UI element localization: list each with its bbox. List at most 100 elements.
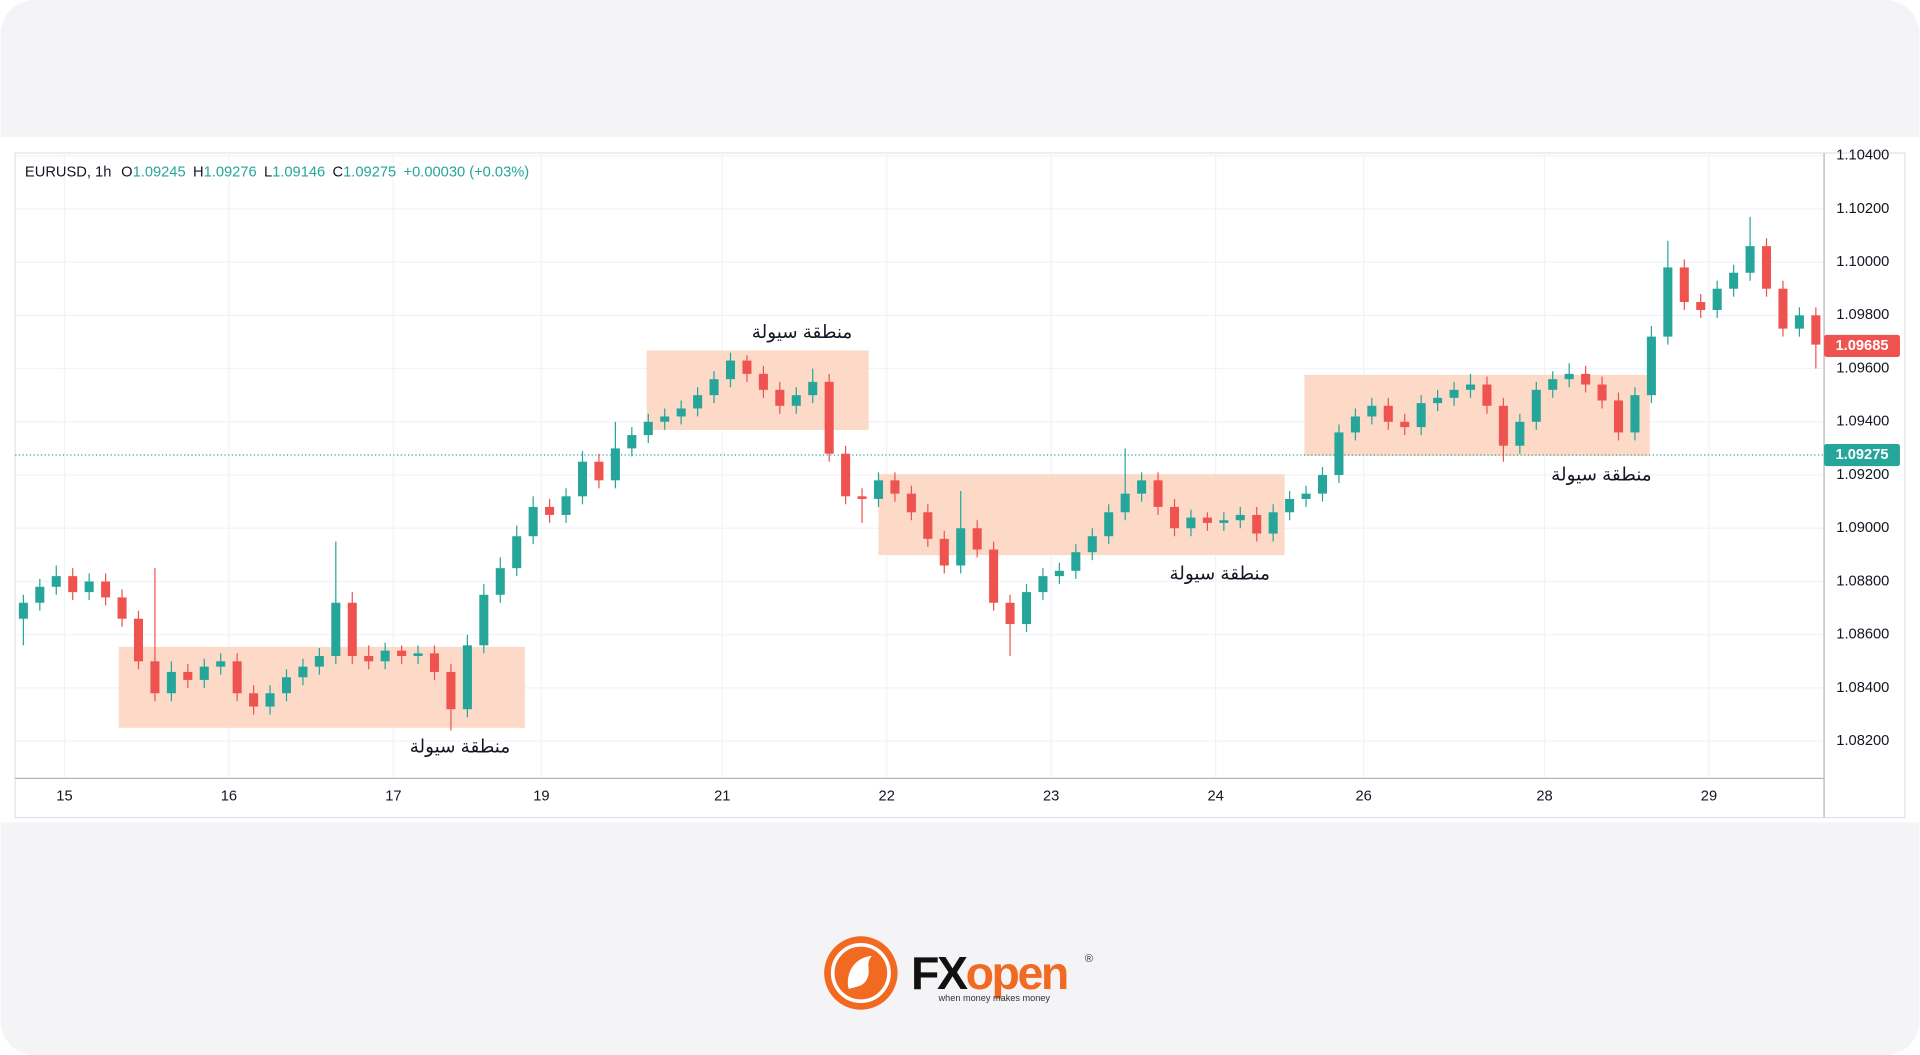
candle-body [1021, 592, 1032, 625]
candle-body [742, 360, 752, 374]
candle-body [1285, 498, 1295, 513]
logo-wordmark: FXopen [911, 947, 1067, 999]
close-price-tag: 1.09275 [1835, 447, 1888, 463]
x-tick-label: 28 [1536, 789, 1552, 805]
candle-body [841, 453, 851, 497]
candle-body [643, 421, 653, 436]
liquidity-zone [646, 350, 869, 431]
candle-body [1268, 512, 1278, 534]
y-tick-label: 1.10000 [1836, 254, 1889, 270]
y-tick-label: 1.09000 [1836, 520, 1889, 536]
candle-body [1317, 475, 1328, 494]
candle-body [561, 496, 571, 515]
candle-body [1745, 246, 1755, 273]
y-tick-label: 1.08800 [1836, 573, 1889, 589]
ohlc-value: 1.09276 [204, 164, 257, 180]
y-tick-label: 1.08600 [1836, 627, 1889, 643]
candle-body [1383, 405, 1393, 422]
y-tick-label: 1.10200 [1836, 201, 1889, 217]
candle-body [1515, 421, 1525, 446]
y-tick-label: 1.10400 [1836, 148, 1889, 164]
candle-body [1087, 536, 1097, 553]
candle-body [1630, 395, 1640, 433]
candle-body [725, 360, 736, 380]
logo-emblem-ring [830, 943, 891, 1003]
x-tick-label: 21 [714, 789, 730, 805]
candle-body [808, 381, 818, 396]
candle-body [101, 581, 111, 598]
candle-body [150, 661, 160, 694]
candle-body [1005, 602, 1015, 625]
candle-body [1038, 576, 1048, 593]
change: +0.00030 (+0.03%) [404, 164, 530, 180]
candle-body [35, 586, 45, 603]
candle-body [1186, 517, 1196, 529]
candle-body [676, 408, 686, 417]
candle-body [709, 379, 719, 396]
candle-body [956, 528, 966, 566]
candle-body [1252, 514, 1262, 534]
candle-body [1531, 389, 1541, 422]
candle-body [528, 506, 538, 537]
candle-body [1663, 267, 1673, 337]
candle-body [1778, 288, 1788, 329]
candle-body [1153, 480, 1163, 507]
logo-registered: ® [1085, 953, 1093, 965]
candle-body [1219, 520, 1229, 523]
candle-body [791, 395, 801, 406]
ohlc-key: H [193, 164, 204, 180]
y-tick-label: 1.09200 [1836, 467, 1889, 483]
candle-body [1104, 512, 1114, 537]
candle-body [857, 496, 867, 499]
candle-body [1646, 336, 1656, 396]
candle-body [84, 581, 94, 593]
candle-body [627, 435, 637, 449]
ohlc-value: 1.09146 [272, 164, 325, 180]
candle-body [1811, 315, 1821, 345]
last-price-tag-bg [1824, 334, 1900, 357]
candle-body [610, 448, 620, 481]
candle-body [939, 538, 949, 566]
candle-body [298, 666, 308, 678]
candle-body [1334, 432, 1344, 476]
candle-body [314, 655, 324, 667]
x-tick-label: 29 [1701, 789, 1717, 805]
candle-body [1712, 288, 1722, 311]
candle-body [232, 661, 242, 694]
candle-body [281, 677, 292, 694]
candle-body [873, 480, 884, 499]
plot [15, 152, 1825, 779]
candle-body [660, 416, 670, 422]
candle-body [413, 653, 423, 656]
candle-body [1482, 384, 1492, 406]
candle-body [890, 480, 900, 494]
candle-body [347, 602, 357, 656]
x-tick-label: 24 [1207, 789, 1223, 805]
candle-body [364, 655, 374, 662]
x-tick-label: 22 [879, 789, 895, 805]
candle-body [1120, 493, 1130, 513]
x-tick-label: 26 [1355, 789, 1371, 805]
candle-body [512, 536, 522, 569]
logo-emblem-mark [847, 955, 872, 989]
ohlc-value: 1.09275 [343, 164, 396, 180]
zone-label: منطقة سيولة [1551, 463, 1651, 485]
candle-body [133, 618, 144, 662]
candle-body [1137, 480, 1147, 494]
candle-body [824, 381, 834, 454]
logo: FXopen when money makes money ® [824, 936, 1093, 1010]
candle-body [331, 602, 341, 656]
candle-body [758, 373, 768, 390]
candle-body [1613, 400, 1624, 433]
candle-body [1071, 552, 1081, 571]
y-tick-label: 1.08200 [1836, 733, 1889, 749]
candle-body [1367, 405, 1377, 417]
candle-body [1465, 384, 1476, 390]
candle-body [1761, 246, 1772, 289]
candle-body [495, 568, 505, 595]
candle-body [1400, 421, 1410, 428]
candle-body [594, 461, 604, 481]
candle-body [380, 650, 390, 662]
logo-fx: FX [911, 947, 968, 999]
